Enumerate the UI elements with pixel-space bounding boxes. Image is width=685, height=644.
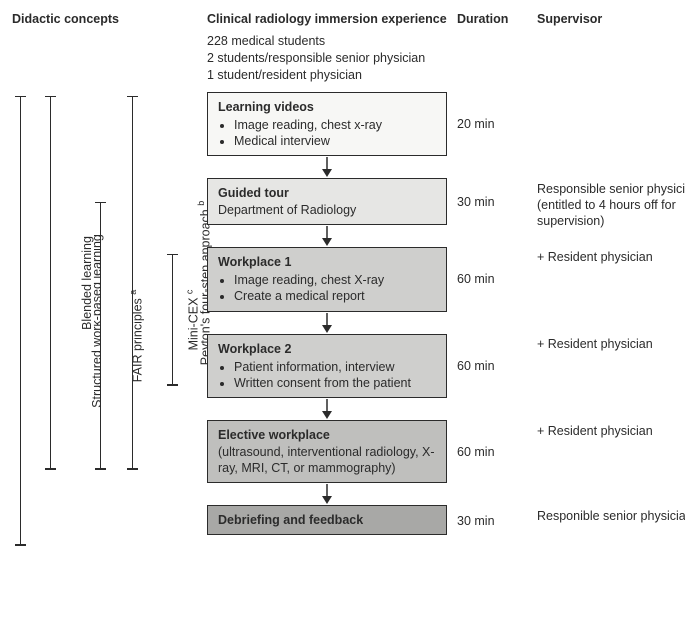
flow-arrow-icon <box>207 157 447 177</box>
duration-value: 60 min <box>457 444 527 460</box>
supervisor-value: + Resident physician <box>537 423 685 439</box>
stage-title: Workplace 2 <box>218 341 436 357</box>
concept-bracket: Structured work-based learning <box>12 92 30 550</box>
duration-value: 60 min <box>457 358 527 374</box>
stage-bullet: Written consent from the patient <box>234 375 436 391</box>
flow-stage: Guided tourDepartment of Radiology <box>207 178 447 225</box>
supervisor-value: + Resident physician <box>537 336 685 352</box>
stage-bullet: Image reading, chest X-ray <box>234 272 436 288</box>
flow-stage: Elective workplace(ultrasound, intervent… <box>207 420 447 483</box>
stage-bullet: Image reading, chest x-ray <box>234 117 436 133</box>
duration-value: 30 min <box>457 194 527 210</box>
duration-value: 20 min <box>457 116 527 132</box>
stage-title: Workplace 1 <box>218 254 436 270</box>
stage-subtitle: Department of Radiology <box>218 202 436 218</box>
stage-title: Guided tour <box>218 185 436 201</box>
flow-stage: Debriefing and feedback <box>207 505 447 535</box>
concept-bracket: Peyton's four-step approach b <box>124 92 142 474</box>
flow-arrow-icon <box>207 399 447 419</box>
flow-arrow-icon <box>207 484 447 504</box>
stage-bullet: Patient information, interview <box>234 359 436 375</box>
header-experience: Clinical radiology immersion experience <box>207 12 447 27</box>
flow-arrow-icon <box>207 226 447 246</box>
stage-bullet: Medical interview <box>234 133 436 149</box>
stage-title: Debriefing and feedback <box>218 512 436 528</box>
header-didactic: Didactic concepts <box>12 12 197 86</box>
stage-title: Learning videos <box>218 99 436 115</box>
supervisor-column: Responsible senior physician (entitled t… <box>537 92 685 632</box>
duration-column: 20 min 30 min 60 min 60 min 60 min 30 min <box>457 92 527 632</box>
didactic-concepts-column: Structured work-based learning Blended le… <box>12 92 197 632</box>
flow-stage: Workplace 1 Image reading, chest X-rayCre… <box>207 247 447 312</box>
duration-value: 60 min <box>457 271 527 287</box>
flow-stage: Workplace 2 Patient information, intervie… <box>207 334 447 399</box>
duration-value: 30 min <box>457 513 527 529</box>
flow-arrow-icon <box>207 313 447 333</box>
stage-title: Elective workplace <box>218 427 436 443</box>
supervisor-value: + Resident physician <box>537 249 685 265</box>
supervisor-value: Responible senior physician <box>537 508 685 524</box>
concept-bracket: FAIR principles a <box>92 198 110 474</box>
concept-label: Mini-CEX c <box>184 286 200 353</box>
flow-column: Learning videos Image reading, chest x-ra… <box>207 92 447 632</box>
header-duration: Duration <box>457 12 527 86</box>
concept-bracket: Mini-CEX c <box>164 250 182 390</box>
flow-stage: Learning videos Image reading, chest x-ra… <box>207 92 447 157</box>
stage-bullet: Create a medical report <box>234 288 436 304</box>
header-supervisor: Supervisor <box>537 12 685 86</box>
header-experience-sub: 228 medical students2 students/responsib… <box>207 33 447 84</box>
stage-subtitle: (ultrasound, interventional radiology, X… <box>218 444 436 477</box>
concept-bracket: Blended learning <box>42 92 60 474</box>
supervisor-value: Responsible senior physician (entitled t… <box>537 181 685 230</box>
